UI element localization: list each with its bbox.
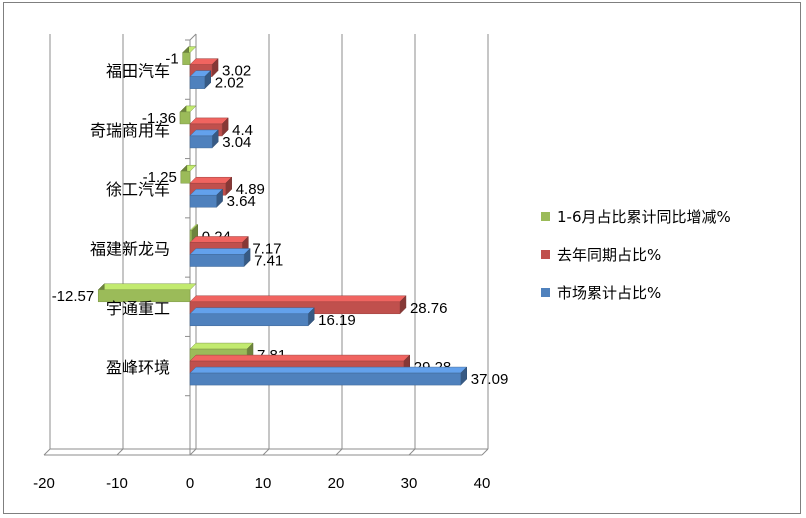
legend-entry: 市场累计占比% [557, 284, 661, 302]
bar-top-face [189, 307, 315, 315]
bar-top-face [97, 283, 197, 291]
gridline-floor [262, 448, 270, 456]
bar-top-face [189, 354, 411, 362]
data-label: 3.02 [222, 63, 251, 80]
data-label: -1 [165, 51, 178, 68]
category-label: 盈峰环境 [106, 358, 170, 377]
bar [189, 135, 213, 149]
data-label: 4.4 [232, 122, 253, 139]
gridline-floor [335, 448, 343, 456]
legend-swatch [541, 288, 550, 297]
data-label: 4.89 [236, 181, 265, 198]
bar-top-face [189, 117, 229, 125]
data-label: 2.02 [215, 75, 244, 92]
bar [182, 52, 191, 65]
category-label: 徐工汽车 [106, 180, 170, 199]
data-label: -12.57 [52, 288, 95, 305]
bar [180, 170, 191, 184]
data-label: 3.64 [227, 193, 256, 210]
data-label: 16.19 [318, 312, 356, 329]
data-label: -1.36 [142, 110, 176, 127]
category-label: 福建新龙马 [90, 240, 170, 259]
bar-top-face [189, 342, 254, 350]
x-tick-label: -20 [33, 475, 55, 492]
bar-top-face [189, 236, 249, 243]
bar-top-face [189, 248, 251, 255]
chart-frame [3, 2, 801, 514]
category-label: 福田汽车 [106, 62, 170, 81]
bar-top-face [189, 366, 468, 374]
bar-top-face [189, 176, 233, 184]
bar [189, 76, 205, 89]
x-tick-label: 40 [474, 475, 491, 492]
category-label: 宇通重工 [106, 299, 170, 318]
data-label: -1.25 [143, 169, 177, 186]
bar [97, 289, 191, 303]
bar [189, 372, 462, 386]
gridline-floor [189, 448, 197, 456]
x-tick-label: 20 [328, 475, 345, 492]
x-tick-label: 10 [255, 475, 272, 492]
legend-swatch [541, 250, 550, 259]
data-label: 28.76 [410, 300, 448, 317]
bar [179, 111, 191, 125]
x-tick-label: 30 [401, 475, 418, 492]
data-label: 37.09 [471, 371, 509, 388]
bar-top-face [189, 295, 407, 303]
category-axis-top [189, 33, 197, 41]
bar [189, 254, 245, 267]
x-tick-label: -10 [106, 475, 128, 492]
data-label: 7.41 [254, 253, 283, 270]
legend-entry: 1-6月占比累计同比增减% [557, 208, 731, 226]
gridline-floor [408, 448, 416, 456]
gridline-floor [116, 448, 124, 456]
gridline-floor [481, 448, 489, 456]
data-label: 7.17 [252, 241, 281, 258]
gridline-floor [43, 448, 51, 456]
bar [189, 194, 217, 208]
bar [189, 313, 309, 327]
data-label: 3.04 [222, 134, 251, 151]
category-label: 奇瑞商用车 [90, 121, 170, 140]
x-tick-label: 0 [186, 475, 194, 492]
legend-entry: 去年同期占比% [557, 246, 661, 264]
legend-swatch [541, 212, 550, 221]
